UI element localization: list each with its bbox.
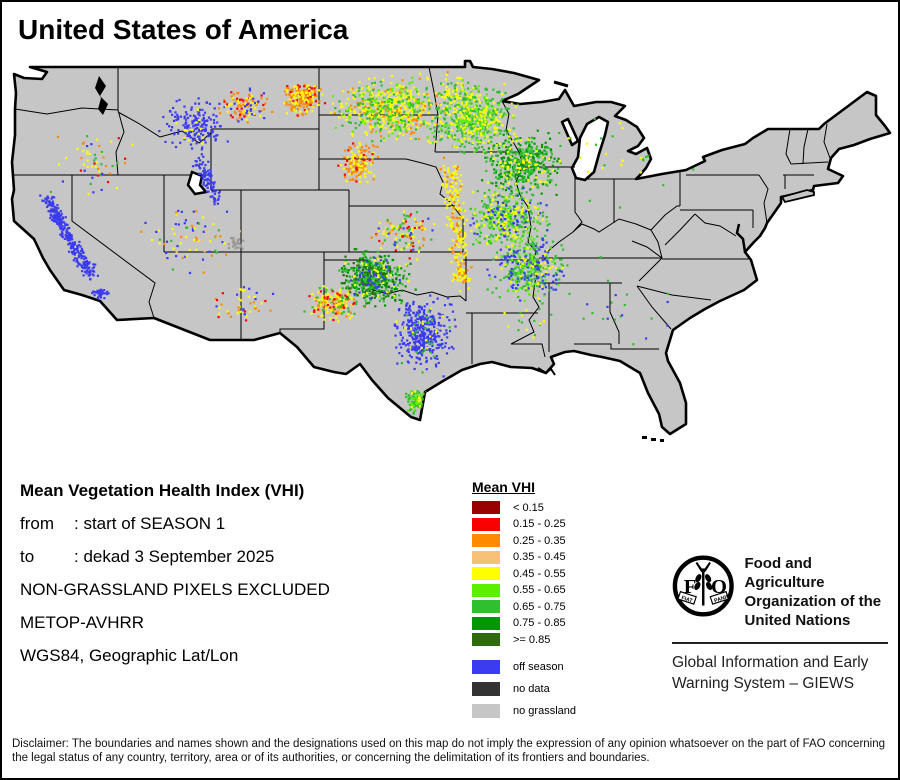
giews-line2: Warning System – GIEWS: [672, 675, 855, 692]
fao-org-line3: United Nations: [744, 612, 851, 629]
legend-label: no data: [513, 683, 550, 695]
from-label: from: [20, 514, 54, 533]
to-value: : dekad 3 September 2025: [74, 547, 275, 566]
giews-line1: Global Information and Early: [672, 654, 869, 671]
legend-row-class-3: 0.35 - 0.45: [472, 550, 576, 564]
legend-swatch: [472, 583, 500, 597]
metadata-line-mask: NON-GRASSLAND PIXELS EXCLUDED: [20, 580, 330, 599]
fao-logo-icon: F O FIAT PANIS: [672, 555, 734, 617]
legend: Mean VHI < 0.15 0.15 - 0.25 0.25 - 0.35 0.3…: [472, 479, 576, 726]
legend-row-class-4: 0.45 - 0.55: [472, 567, 576, 580]
legend-swatch: [472, 616, 500, 630]
page-title: United States of America: [18, 14, 349, 45]
legend-label: off season: [513, 661, 564, 673]
florida-keys: [642, 436, 664, 442]
legend-label: no grassland: [513, 705, 576, 717]
puget-columbia-water: [95, 76, 108, 115]
us-vhi-map: [10, 59, 892, 442]
legend-label: 0.55 - 0.65: [513, 584, 566, 596]
legend-label: 0.65 - 0.75: [513, 600, 566, 613]
legend-swatch: [472, 633, 500, 646]
legend-swatch: [472, 501, 500, 514]
fao-attribution: F O FIAT PANIS Food and Agriculture: [672, 554, 892, 694]
chesapeake-bay: [735, 223, 747, 253]
legend-swatch: [472, 600, 500, 613]
map-metadata-block: Mean Vegetation Health Index (VHI) from …: [20, 481, 330, 679]
isle-royale: [553, 80, 569, 88]
fao-org-name: Food and Agriculture Organization of the…: [744, 554, 892, 630]
legend-row-class-6: 0.65 - 0.75: [472, 600, 576, 613]
to-label: to: [20, 547, 35, 566]
legend-class-list: < 0.15 0.15 - 0.25 0.25 - 0.35 0.35 - 0.45 0…: [472, 501, 576, 646]
fao-org-line2: Organization of the: [744, 593, 882, 610]
legend-swatch: [472, 567, 500, 580]
legend-swatch: [472, 550, 500, 564]
legend-row-class-0: < 0.15: [472, 501, 576, 514]
vhi-pixel-layer: [39, 71, 695, 415]
legend-label: 0.45 - 0.55: [513, 567, 566, 580]
legend-row-class-5: 0.55 - 0.65: [472, 583, 576, 597]
legend-row-class-1: 0.15 - 0.25: [472, 517, 576, 531]
legend-label: 0.25 - 0.35: [513, 534, 566, 547]
legend-label: 0.35 - 0.45: [513, 551, 566, 563]
legend-row-class-2: 0.25 - 0.35: [472, 534, 576, 547]
legend-swatch: [472, 534, 500, 547]
legend-row-class-8: >= 0.85: [472, 633, 576, 646]
legend-label: 0.15 - 0.25: [513, 518, 566, 530]
giews-label: Global Information and Early Warning Sys…: [672, 652, 892, 694]
disclaimer-text: Disclaimer: The boundaries and names sho…: [12, 738, 886, 764]
metadata-title: Mean Vegetation Health Index (VHI): [20, 481, 305, 500]
legend-title: Mean VHI: [472, 479, 536, 495]
legend-swatch: [472, 682, 500, 696]
legend-extra-list: off season no data no grassland: [472, 660, 576, 718]
metadata-row-from: from : start of SEASON 1: [20, 514, 330, 534]
fao-divider: [672, 642, 888, 644]
legend-label: 0.75 - 0.85: [513, 617, 566, 629]
legend-row-extra-0: off season: [472, 660, 576, 674]
metadata-row-to: to : dekad 3 September 2025: [20, 547, 330, 567]
legend-label: >= 0.85: [513, 633, 551, 646]
legend-row-class-7: 0.75 - 0.85: [472, 616, 576, 630]
legend-swatch: [472, 704, 500, 718]
fao-org-line1: Food and Agriculture: [744, 555, 825, 591]
metadata-line-projection: WGS84, Geographic Lat/Lon: [20, 646, 239, 665]
legend-swatch: [472, 660, 500, 674]
legend-swatch: [472, 517, 500, 531]
long-island: [780, 189, 815, 204]
from-value: : start of SEASON 1: [74, 514, 226, 533]
mississippi-delta: [537, 367, 556, 376]
legend-row-extra-2: no grassland: [472, 704, 576, 718]
metadata-line-sensor: METOP-AVHRR: [20, 613, 145, 632]
legend-row-extra-1: no data: [472, 682, 576, 696]
legend-label: < 0.15: [513, 501, 544, 514]
